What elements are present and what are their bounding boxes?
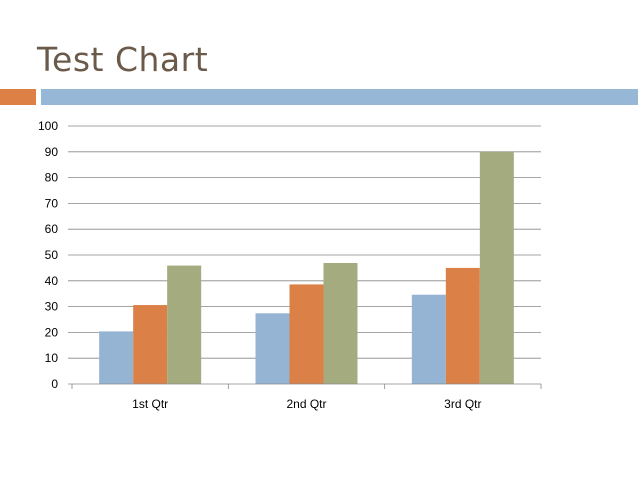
y-tick-label: 40 bbox=[45, 274, 59, 288]
y-tick-label: 60 bbox=[45, 222, 59, 236]
x-axis bbox=[68, 383, 542, 389]
y-tick-label: 30 bbox=[45, 300, 59, 314]
bar-series-2-2 bbox=[289, 284, 324, 384]
y-tick-label: 90 bbox=[45, 145, 59, 159]
bar-series-2-1 bbox=[133, 305, 168, 384]
y-tick-label: 100 bbox=[38, 119, 58, 133]
bars bbox=[99, 151, 514, 384]
y-tick-label: 70 bbox=[45, 196, 59, 210]
x-tick-label: 1st Qtr bbox=[132, 397, 168, 411]
x-tick-label: 3rd Qtr bbox=[444, 397, 481, 411]
y-tick-label: 80 bbox=[45, 171, 59, 185]
slide-title: Test Chart bbox=[37, 40, 209, 79]
bar-series-3-3 bbox=[479, 151, 514, 384]
y-tick-label: 50 bbox=[45, 248, 59, 262]
bar-series-3-2 bbox=[323, 262, 358, 384]
y-tick-label: 0 bbox=[51, 377, 58, 391]
title-accent-blue-bar bbox=[41, 89, 638, 105]
x-tick-label: 2nd Qtr bbox=[286, 397, 326, 411]
bar-series-1-3 bbox=[411, 294, 446, 384]
y-axis-tick-labels: 0 10 20 30 40 50 60 70 80 90 100 bbox=[38, 119, 58, 391]
title-accent-orange-bar bbox=[0, 89, 36, 105]
bar-series-3-1 bbox=[167, 265, 202, 384]
bar-series-2-3 bbox=[445, 267, 480, 384]
y-tick-label: 20 bbox=[45, 325, 59, 339]
bar-series-1-1 bbox=[99, 331, 134, 384]
bar-series-1-2 bbox=[255, 313, 290, 384]
x-axis-tick-labels: 1st Qtr 2nd Qtr 3rd Qtr bbox=[132, 397, 481, 411]
y-tick-label: 10 bbox=[45, 351, 59, 365]
